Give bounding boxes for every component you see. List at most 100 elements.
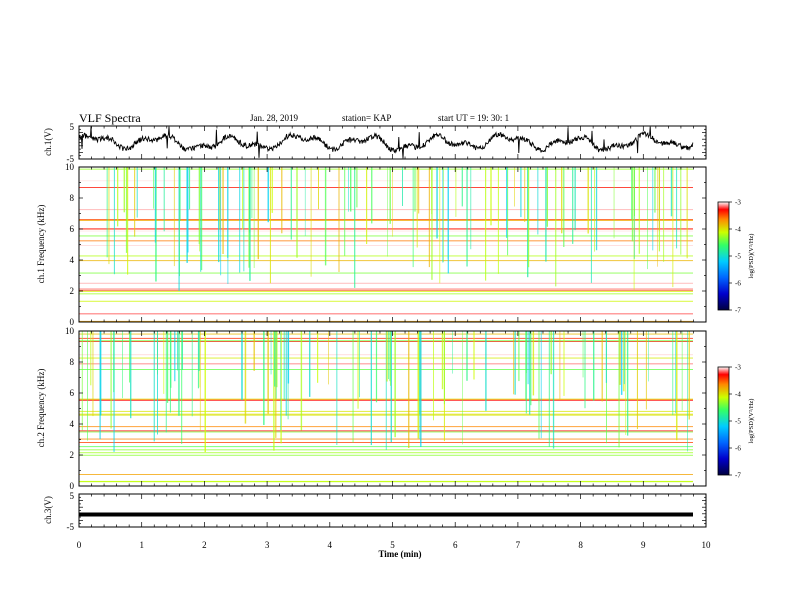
sferic-streak <box>153 167 155 209</box>
sferic-streak <box>173 167 175 267</box>
sferic-streak <box>239 167 241 273</box>
sferic-streak <box>431 167 433 280</box>
sferic-streak <box>218 167 220 263</box>
sferic-streak <box>590 167 592 283</box>
sferic-streak <box>227 167 229 258</box>
sferic-streak <box>631 167 634 242</box>
sferic-streak <box>416 167 418 248</box>
sferic-streak <box>243 167 245 272</box>
sferic-streak <box>354 167 356 288</box>
ch1-spectrogram-image <box>79 167 706 322</box>
sferic-streak <box>198 167 200 245</box>
sferic-streak <box>290 167 292 240</box>
narrowband-line <box>79 313 693 315</box>
sferic-streak <box>680 167 682 255</box>
sferic-streak <box>506 167 508 238</box>
sferic-streak <box>633 167 635 290</box>
sferic-streak <box>514 167 515 207</box>
sferic-streak <box>676 167 678 249</box>
sferic-streak <box>595 167 598 251</box>
sferic-streak <box>663 167 665 262</box>
sferic-streak <box>154 167 156 243</box>
sferic-streak <box>392 167 393 237</box>
sferic-streak <box>136 167 138 218</box>
chart-title: VLF Spectra <box>79 111 141 125</box>
ytick-label: 10 <box>65 162 75 172</box>
narrowband-line <box>79 272 693 274</box>
sferic-streak <box>546 167 548 227</box>
sferic-streak <box>220 167 222 276</box>
ytick-label: 8 <box>70 193 75 203</box>
sferic-streak <box>443 167 444 263</box>
sferic-streak <box>113 167 115 275</box>
sferic-streak <box>310 167 312 277</box>
sferic-streak <box>402 167 403 206</box>
sferic-streak <box>178 167 180 291</box>
sferic-streak <box>344 167 346 256</box>
sferic-streak <box>638 167 640 254</box>
sferic-streak <box>545 167 547 262</box>
sferic-streak <box>490 167 492 226</box>
sferic-streak <box>631 167 632 220</box>
sferic-streak <box>412 167 414 268</box>
narrowband-line <box>79 290 693 292</box>
sferic-streak <box>200 167 202 272</box>
sferic-streak <box>485 167 487 281</box>
sferic-streak <box>117 167 119 227</box>
narrowband-line <box>79 255 693 257</box>
narrowband-line <box>79 288 693 290</box>
sferic-streak <box>248 167 250 268</box>
narrowband-line <box>79 228 693 230</box>
sferic-streak <box>418 167 420 214</box>
sferic-streak <box>242 167 244 230</box>
narrowband-line <box>79 230 693 232</box>
sferic-streak <box>281 167 283 234</box>
sferic-streak <box>269 167 271 284</box>
ch1-ytick-5: 5 <box>70 122 75 132</box>
ytick-label: 4 <box>70 255 75 265</box>
sferic-streak <box>125 167 128 253</box>
narrowband-line <box>79 209 693 210</box>
no-data-region <box>693 167 706 322</box>
narrowband-line <box>79 187 693 188</box>
sferic-streak <box>537 167 539 235</box>
sferic-streak <box>439 167 441 284</box>
sferic-streak <box>338 167 340 272</box>
sferic-streak <box>219 167 221 229</box>
sferic-streak <box>199 167 201 252</box>
sferic-streak <box>296 167 298 258</box>
narrowband-line <box>79 289 693 291</box>
sferic-streak <box>356 167 358 208</box>
narrowband-line <box>79 320 693 322</box>
sferic-streak <box>507 167 509 256</box>
sferic-streak <box>670 167 673 217</box>
ch1-spectrogram-ylabel: ch.1 Frequency (kHz) <box>36 205 46 284</box>
sferic-streak <box>134 167 136 237</box>
sferic-streak <box>657 167 658 267</box>
sferic-streak <box>189 167 191 210</box>
sferic-streak <box>442 167 444 263</box>
ytick-label: 2 <box>70 286 75 296</box>
station-label: station= KAP <box>342 113 392 123</box>
sferic-streak <box>371 167 373 224</box>
narrowband-line <box>79 219 693 220</box>
ch2-spectrogram-image <box>79 331 706 486</box>
sferic-streak <box>652 167 654 251</box>
sferic-streak <box>528 167 530 268</box>
sferic-streak <box>672 167 674 288</box>
sferic-streak <box>251 167 253 219</box>
ch1-waveform-panel: 5 -5 ch.1(V) <box>43 122 707 164</box>
spectrogram-background <box>79 331 706 486</box>
sferic-streak <box>555 167 557 287</box>
narrowband-line <box>79 293 693 295</box>
sferic-streak <box>686 167 688 259</box>
sferic-streak <box>587 167 589 234</box>
sferic-streak <box>524 167 526 222</box>
ch1-trace-line <box>78 126 694 159</box>
sferic-streak <box>658 167 660 231</box>
sferic-streak <box>654 167 656 213</box>
narrowband-line <box>79 282 693 284</box>
sferic-streak <box>594 167 595 252</box>
